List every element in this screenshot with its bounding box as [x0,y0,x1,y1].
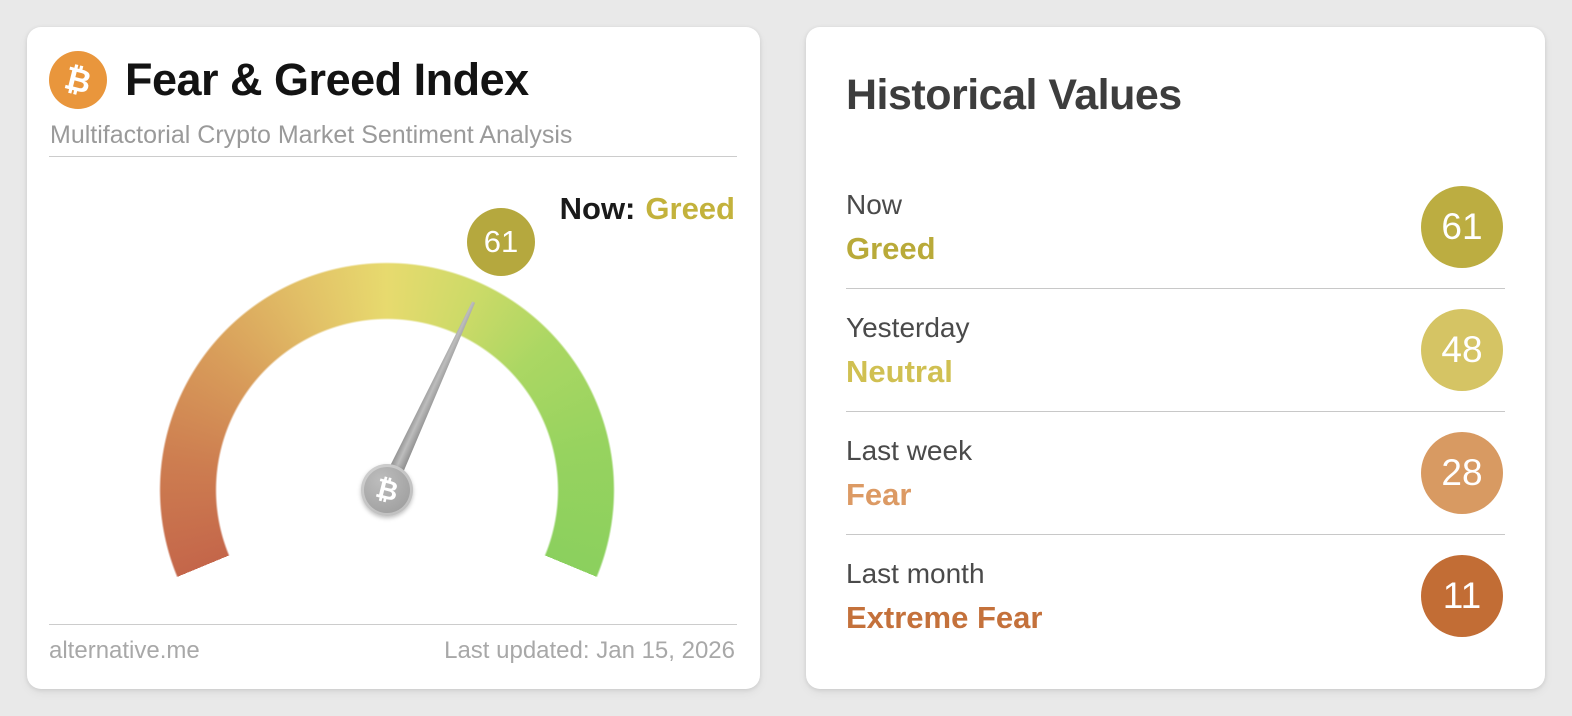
history-sentiment-label: Extreme Fear [846,600,1043,635]
history-value-badge: 28 [1421,432,1503,514]
history-row-last-month: Last month Extreme Fear 11 [846,534,1505,657]
header-divider [49,156,737,157]
history-row-yesterday: Yesterday Neutral 48 [846,288,1505,411]
historical-values-card: Historical Values Now Greed 61 Yesterday… [806,27,1545,689]
footer-divider [49,624,737,625]
page-title: Fear & Greed Index [125,54,529,105]
history-period-label: Last month [846,558,985,589]
gauge-hub: ₿ [361,464,413,516]
last-updated-text: Last updated: Jan 15, 2026 [444,637,735,664]
now-label: Now: [559,191,636,226]
history-value-badge: 48 [1421,309,1503,391]
history-period-label: Now [846,188,903,220]
now-sentiment-value: Greed [645,191,735,226]
gauge-value-badge: 61 [467,208,535,276]
footer-row: alternative.me Last updated: Jan 15, 202… [49,637,735,665]
history-period-label: Yesterday [846,312,970,343]
current-sentiment-line: Now: Greed [560,191,735,227]
fear-greed-gauge-card: ₿ Fear & Greed Index Multifactorial Cryp… [27,27,760,716]
history-row-now: Now Greed 61 [846,165,1505,288]
history-value-badge: 11 [1421,555,1503,637]
historical-rows: Now Greed 61 Yesterday Neutral 48 Last w… [846,165,1505,657]
history-sentiment-label: Greed [846,230,936,266]
bitcoin-glyph: ₿ [60,58,96,102]
history-period-label: Last week [846,435,973,466]
history-sentiment-label: Neutral [846,354,953,389]
bitcoin-hub-glyph: ₿ [372,472,402,508]
source-link[interactable]: alternative.me [49,637,200,664]
header-brand-row: ₿ Fear & Greed Index [49,51,529,109]
historical-values-title: Historical Values [846,71,1182,119]
history-sentiment-label: Fear [846,477,912,512]
history-row-last-week: Last week Fear 28 [846,411,1505,534]
bitcoin-icon: ₿ [49,51,107,109]
page-subtitle: Multifactorial Crypto Market Sentiment A… [50,121,573,149]
history-value-badge: 61 [1421,185,1503,268]
